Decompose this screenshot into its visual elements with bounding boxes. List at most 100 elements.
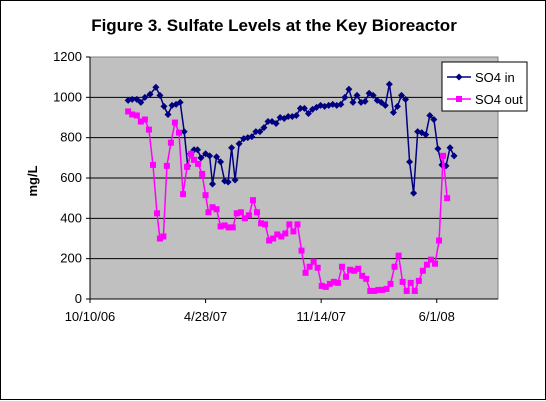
data-point: [355, 265, 362, 272]
data-point: [252, 128, 260, 136]
data-point: [217, 223, 224, 230]
data-point: [266, 237, 273, 244]
data-point: [399, 278, 406, 285]
data-point: [209, 204, 216, 211]
data-point: [361, 97, 369, 105]
data-point: [353, 91, 361, 99]
data-point: [397, 91, 405, 99]
y-tick-label: 200: [60, 251, 82, 266]
legend-marker: [456, 96, 462, 102]
data-point: [337, 100, 345, 108]
y-tick-label: 800: [60, 130, 82, 145]
data-point: [225, 224, 232, 231]
data-point: [367, 287, 374, 294]
data-point: [406, 158, 414, 166]
data-point: [167, 139, 174, 146]
data-point: [326, 280, 333, 287]
data-point: [188, 150, 195, 157]
data-point: [258, 220, 265, 227]
data-point: [314, 264, 321, 271]
y-axis-label: mg/L: [25, 165, 40, 196]
data-point: [351, 267, 358, 274]
data-point: [224, 178, 232, 186]
data-point: [133, 112, 140, 119]
data-point: [290, 228, 297, 235]
data-point: [272, 120, 280, 128]
data-point: [419, 267, 426, 274]
data-point: [193, 146, 201, 154]
data-point: [300, 104, 308, 112]
data-point: [302, 269, 309, 276]
data-point: [160, 233, 167, 240]
data-point: [359, 272, 366, 279]
x-tick-label: 10/10/06: [65, 309, 116, 324]
data-point: [278, 233, 285, 240]
x-tick-label: 11/14/07: [296, 309, 346, 324]
data-point: [411, 287, 418, 294]
data-point: [296, 104, 304, 112]
data-point: [156, 91, 164, 99]
data-point: [389, 108, 397, 116]
y-tick-label: 0: [75, 291, 82, 306]
data-point: [229, 224, 236, 231]
data-point: [245, 212, 252, 219]
data-point: [248, 133, 256, 141]
data-point: [195, 160, 202, 167]
legend-box: [441, 61, 528, 112]
x-tick-label: 6/1/08: [419, 309, 455, 324]
data-point: [423, 261, 430, 268]
data-point: [345, 85, 353, 93]
legend-label: SO4 out: [475, 92, 523, 107]
legend: SO4 in SO4 out: [441, 61, 528, 112]
data-point: [393, 102, 401, 110]
data-point: [141, 116, 148, 123]
data-point: [137, 98, 145, 106]
legend-item: SO4 in: [447, 70, 515, 85]
data-point: [164, 110, 172, 118]
data-point: [209, 180, 217, 188]
data-point: [426, 111, 434, 119]
data-point: [341, 93, 349, 101]
data-point: [436, 237, 443, 244]
y-axis-ticks: 0 200 400 600 800 1000 1200: [53, 49, 498, 306]
data-point: [235, 140, 243, 148]
data-point: [249, 197, 256, 204]
data-point: [432, 260, 439, 267]
data-point: [427, 256, 434, 263]
data-point: [369, 91, 377, 99]
data-point: [334, 279, 341, 286]
data-point: [415, 277, 422, 284]
data-point: [330, 278, 337, 285]
data-point: [430, 116, 438, 124]
data-point: [375, 286, 382, 293]
data-point: [422, 131, 430, 139]
data-point: [284, 112, 292, 120]
data-point: [379, 286, 386, 293]
data-point: [343, 273, 350, 280]
data-point: [213, 153, 221, 161]
data-point: [156, 235, 163, 242]
data-point: [133, 95, 141, 103]
data-point: [171, 119, 178, 126]
data-point: [149, 161, 156, 168]
data-point: [410, 189, 418, 197]
data-point: [199, 170, 206, 177]
data-point: [128, 95, 136, 103]
data-point: [446, 144, 454, 152]
data-point: [407, 279, 414, 286]
data-point: [254, 209, 261, 216]
data-point: [304, 109, 312, 117]
series-so4-in: [124, 80, 458, 197]
data-point: [274, 231, 281, 238]
data-point: [202, 192, 209, 199]
data-point: [213, 206, 220, 213]
data-point: [434, 145, 442, 153]
y-tick-label: 600: [60, 170, 82, 185]
data-point: [197, 154, 205, 162]
data-point: [318, 282, 325, 289]
data-point: [395, 252, 402, 259]
data-point: [383, 285, 390, 292]
data-point: [444, 195, 451, 202]
chart-title: Figure 3. Sulfate Levels at the Key Bior…: [91, 16, 457, 35]
